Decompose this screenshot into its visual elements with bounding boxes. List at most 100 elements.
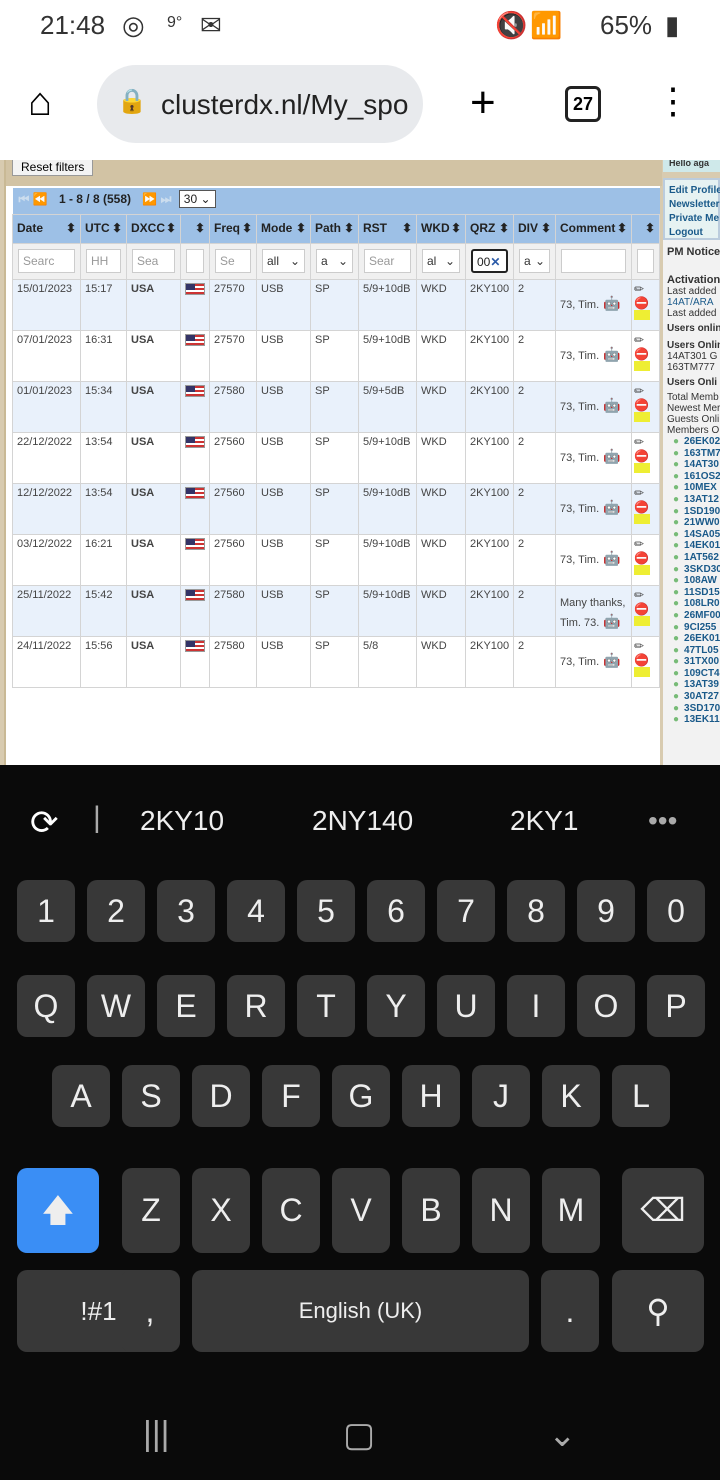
delete-icon[interactable]: ⛔	[634, 397, 649, 412]
sort-icon[interactable]: ⬍	[165, 220, 176, 235]
key-h[interactable]: H	[402, 1065, 460, 1127]
delete-icon[interactable]: ⛔	[634, 346, 649, 361]
member-item[interactable]: ● 13AT12	[673, 493, 719, 505]
recent-apps-icon[interactable]: |||	[143, 1415, 170, 1453]
member-item[interactable]: ● 31TX00	[673, 656, 720, 668]
key-w[interactable]: W	[87, 975, 145, 1037]
member-item[interactable]: ● 14SA05	[673, 528, 720, 540]
delete-icon[interactable]: ⛔	[634, 652, 649, 667]
new-tab-icon[interactable]: +	[470, 78, 496, 127]
last-added-link[interactable]: 14AT/ARA	[667, 297, 714, 308]
member-item[interactable]: ● 9CI255	[673, 621, 717, 633]
member-item[interactable]: ● 13AT39	[673, 679, 719, 691]
column-header[interactable]: UTC ⬍	[80, 213, 127, 244]
member-item[interactable]: ● 26EK02	[673, 436, 720, 447]
lock-icon[interactable]: 🔒	[117, 88, 147, 115]
key-b[interactable]: B	[402, 1168, 460, 1253]
filter-input[interactable]	[561, 248, 626, 273]
key-6[interactable]: 6	[367, 880, 425, 942]
qsl-card-icon[interactable]	[634, 513, 650, 524]
clipboard-icon[interactable]: ⟳	[30, 804, 59, 842]
edit-icon[interactable]: ✏	[634, 332, 645, 347]
filter-input[interactable]: Sea	[132, 248, 175, 273]
delete-icon[interactable]: ⛔	[634, 295, 649, 310]
filter-input[interactable]: Se	[215, 248, 251, 273]
tab-count-button[interactable]: 27	[565, 86, 601, 122]
key-c[interactable]: C	[262, 1168, 320, 1253]
key-3[interactable]: 3	[157, 880, 215, 942]
key-s[interactable]: S	[122, 1065, 180, 1127]
sort-icon[interactable]: ⬍	[616, 220, 627, 235]
sort-icon[interactable]: ⬍	[65, 220, 76, 235]
member-item[interactable]: ● 108AW	[673, 575, 717, 587]
member-item[interactable]: ● 14EK01	[673, 540, 720, 552]
online-user[interactable]: 163TM777	[667, 362, 715, 373]
key-y[interactable]: Y	[367, 975, 425, 1037]
key-d[interactable]: D	[192, 1065, 250, 1127]
key-k[interactable]: K	[542, 1065, 600, 1127]
member-item[interactable]: ● 163TM7	[673, 447, 720, 459]
member-item[interactable]: ● 109CT4	[673, 667, 720, 679]
member-item[interactable]: ● 13EK11	[673, 714, 720, 726]
key-m[interactable]: M	[542, 1168, 600, 1253]
key-1[interactable]: 1	[17, 880, 75, 942]
qsl-card-icon[interactable]	[634, 462, 650, 473]
column-header[interactable]: Comment ⬍	[555, 213, 632, 244]
home-icon[interactable]: ⌂	[28, 80, 53, 124]
member-item[interactable]: ● 30AT27	[673, 691, 719, 703]
filter-select[interactable]: a ⌄	[519, 248, 550, 273]
sort-icon[interactable]: ⬍	[343, 220, 354, 235]
sort-icon[interactable]: ⬍	[111, 220, 122, 235]
edit-icon[interactable]: ✏	[634, 536, 645, 551]
edit-icon[interactable]: ✏	[634, 638, 645, 653]
delete-icon[interactable]: ⛔	[634, 499, 649, 514]
back-nav-icon[interactable]: ⌄	[548, 1416, 577, 1454]
member-item[interactable]: ● 3SKD30	[673, 563, 720, 575]
column-header[interactable]: Mode ⬍	[256, 213, 311, 244]
first-page-icon[interactable]: ⏮	[18, 192, 30, 206]
key-e[interactable]: E	[157, 975, 215, 1037]
key-t[interactable]: T	[297, 975, 355, 1037]
online-user[interactable]: 14AT301 G	[667, 351, 718, 362]
key-2[interactable]: 2	[87, 880, 145, 942]
delete-icon[interactable]: ⛔	[634, 601, 649, 616]
prev-page-icon[interactable]: ⏪	[32, 192, 48, 206]
column-header[interactable]: DXCC ⬍	[126, 213, 181, 244]
column-header[interactable]: RST ⬍	[358, 213, 417, 244]
member-item[interactable]: ● 14AT30	[673, 459, 719, 471]
member-item[interactable]: ● 47TL05	[673, 644, 719, 656]
qsl-card-icon[interactable]	[634, 411, 650, 422]
last-page-icon[interactable]: ⏭	[160, 192, 172, 206]
filter-input[interactable]: Sear	[364, 248, 411, 273]
key-8[interactable]: 8	[507, 880, 565, 942]
member-item[interactable]: ● 26MF00	[673, 609, 720, 621]
member-item[interactable]: ● 21WW0	[673, 517, 720, 529]
key-p[interactable]: P	[647, 975, 705, 1037]
sort-icon[interactable]: ⬍	[194, 220, 205, 235]
delete-icon[interactable]: ⛔	[634, 448, 649, 463]
sidebar-link[interactable]: Edit Profile	[669, 185, 720, 196]
member-item[interactable]: ● 1AT562	[673, 551, 719, 563]
more-icon[interactable]: •••	[648, 805, 678, 836]
suggestion[interactable]: 2NY140	[312, 805, 414, 836]
key-j[interactable]: J	[472, 1065, 530, 1127]
key-u[interactable]: U	[437, 975, 495, 1037]
space-key[interactable]: English (UK)	[192, 1270, 529, 1352]
key-n[interactable]: N	[472, 1168, 530, 1253]
next-page-icon[interactable]: ⏩	[142, 192, 158, 206]
home-nav-icon[interactable]: ▢	[343, 1416, 376, 1454]
filter-input[interactable]: Searc	[18, 248, 75, 273]
key-f[interactable]: F	[262, 1065, 320, 1127]
filter-input[interactable]	[637, 248, 655, 273]
edit-icon[interactable]: ✏	[634, 281, 645, 296]
column-header[interactable]: DIV ⬍	[513, 213, 556, 244]
reset-filters-button[interactable]: Reset filters	[12, 160, 94, 176]
per-page-select[interactable]: 30 ⌄	[178, 190, 216, 208]
menu-icon[interactable]: ⋮	[655, 80, 691, 121]
sort-icon[interactable]: ⬍	[241, 220, 252, 235]
column-header[interactable]: ⬍	[630, 213, 661, 244]
key-z[interactable]: Z	[122, 1168, 180, 1253]
backspace-key[interactable]: ⌫	[622, 1168, 704, 1253]
filter-select[interactable]: all ⌄	[262, 248, 305, 273]
key-q[interactable]: Q	[17, 975, 75, 1037]
